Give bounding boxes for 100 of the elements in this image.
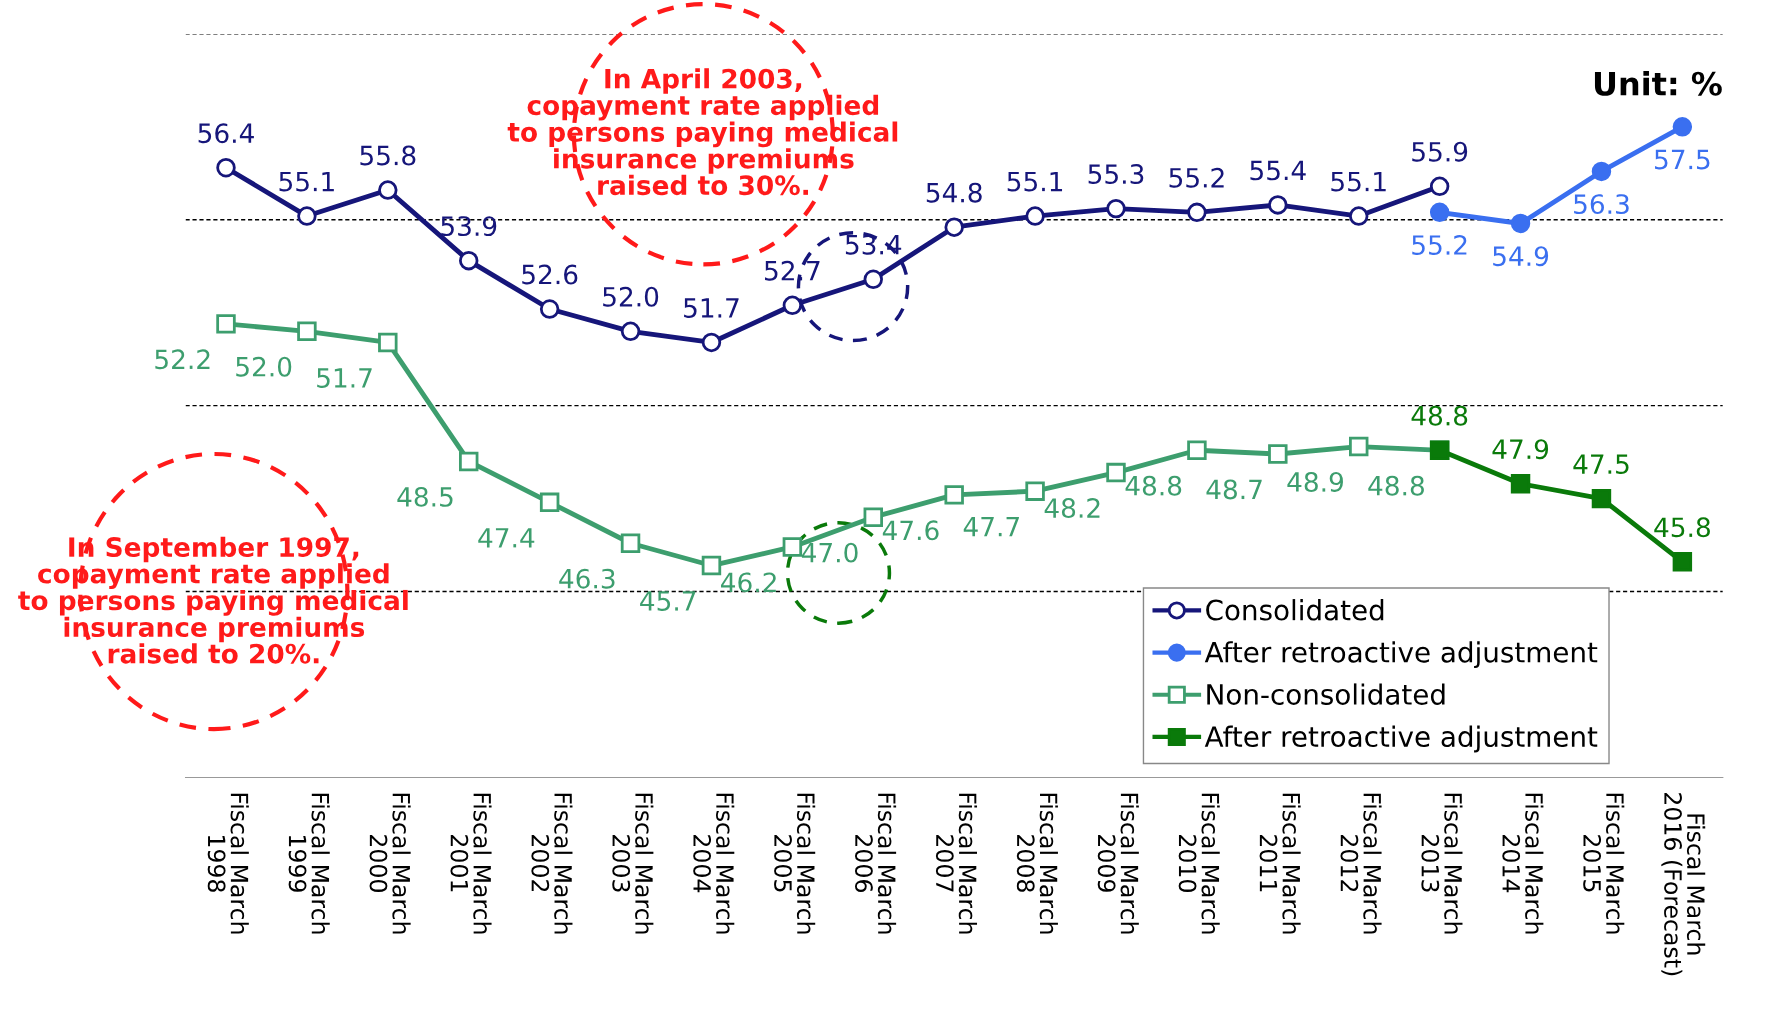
point [1591, 488, 1612, 509]
data-label: 46.2 [721, 572, 776, 593]
point [459, 250, 479, 271]
data-label: 52.0 [236, 356, 292, 377]
data-label: 53.9 [441, 216, 497, 237]
data-label: 55.1 [279, 171, 334, 192]
data-label: 52.6 [522, 264, 578, 285]
data-label: 48.9 [1287, 472, 1343, 492]
data-label: 55.9 [1412, 141, 1468, 162]
point [701, 332, 722, 353]
x-tick-label: Fiscal March 2010 [1178, 793, 1220, 934]
point [782, 295, 803, 316]
point [944, 217, 964, 237]
data-label: 52.0 [603, 286, 659, 307]
data-label: 51.7 [684, 298, 739, 318]
data-label: 47.7 [963, 516, 1019, 537]
data-label: 54.8 [926, 182, 982, 203]
point [1106, 198, 1126, 219]
data-label: 51.7 [317, 368, 372, 388]
x-tick-label: Fiscal March 2012 [1340, 793, 1382, 934]
point [1591, 161, 1612, 182]
point [539, 299, 560, 319]
data-label: 48.8 [1368, 475, 1424, 496]
point [1025, 481, 1045, 501]
data-label: 47.0 [801, 542, 858, 563]
x-tick-label: Fiscal March 2007 [935, 793, 978, 934]
point [1510, 213, 1531, 234]
legend-label: After retroactive adjustment [1204, 725, 1598, 753]
legend-label: Non-consolidated [1207, 683, 1445, 705]
point [1349, 206, 1369, 226]
x-tick-label: Fiscal March 2008 [1016, 793, 1058, 934]
point [1672, 117, 1693, 137]
x-tick-label: Fiscal March 2016 (Forecast) [1661, 793, 1706, 976]
data-label: 52.7 [765, 260, 820, 281]
point [1106, 462, 1126, 483]
data-label: 48.7 [1206, 479, 1262, 500]
point [539, 492, 560, 513]
data-label: 48.8 [1411, 405, 1468, 426]
data-label: 48.2 [1044, 498, 1100, 519]
data-label: 55.2 [1412, 235, 1467, 255]
point [216, 158, 236, 178]
x-tick-label: Fiscal March 2002 [531, 793, 573, 934]
point [620, 533, 641, 553]
point [863, 269, 883, 289]
x-tick-label: Fiscal March 1999 [288, 793, 330, 934]
data-label: 55.3 [1088, 164, 1144, 185]
point [297, 206, 317, 226]
point [378, 332, 398, 353]
data-label: 47.6 [882, 520, 939, 541]
data-label: 45.7 [640, 591, 696, 611]
point [1349, 436, 1369, 457]
legend-label: After retroactive adjustment [1204, 641, 1598, 669]
point [1268, 195, 1288, 215]
data-label: 47.4 [478, 528, 535, 548]
data-label: 55.1 [1331, 171, 1386, 192]
data-label: 56.3 [1574, 194, 1629, 215]
point [620, 321, 641, 342]
x-tick-label: Fiscal March 2003 [612, 793, 654, 934]
data-label: 48.8 [1125, 475, 1182, 496]
data-label: 55.8 [360, 145, 416, 166]
data-label: 46.3 [559, 568, 615, 589]
data-label: 56.4 [198, 123, 254, 144]
x-tick-label: Fiscal March 2006 [854, 793, 897, 934]
data-label: 55.1 [1007, 171, 1063, 192]
point [1187, 440, 1207, 460]
point [863, 507, 883, 527]
x-tick-label: Fiscal March 1998 [207, 793, 249, 934]
point [1510, 474, 1531, 494]
annotation: Unit: % [1594, 71, 1722, 96]
data-label: 45.8 [1654, 517, 1710, 538]
x-tick-label: Fiscal March 2005 [774, 793, 816, 934]
x-tick-label: Fiscal March 2011 [1259, 793, 1301, 934]
point [1429, 176, 1450, 197]
point [701, 555, 722, 576]
point [378, 180, 398, 200]
legend-label: Consolidated [1206, 599, 1384, 621]
data-label: 47.5 [1573, 454, 1629, 475]
data-label: 57.5 [1655, 149, 1710, 170]
point [1672, 552, 1693, 572]
point [216, 314, 236, 334]
point [459, 451, 479, 472]
data-label: 55.2 [1169, 167, 1224, 188]
data-label: 47.9 [1492, 439, 1549, 460]
x-tick-label: Fiscal March 2013 [1421, 793, 1463, 934]
annotation: In April 2003, copayment rate applied to persons paying medical insurance premiums raised to 30%. [507, 68, 898, 196]
point [944, 485, 964, 505]
x-tick-label: Fiscal March 2004 [693, 793, 735, 934]
x-tick-label: Fiscal March 2000 [369, 793, 411, 934]
point [1187, 202, 1207, 223]
point [1025, 206, 1045, 226]
data-label: 54.9 [1493, 246, 1549, 267]
x-tick-label: Fiscal March 2015 [1583, 793, 1625, 934]
point [782, 537, 803, 557]
point [297, 321, 317, 342]
x-tick-label: Fiscal March 2001 [450, 793, 492, 934]
x-tick-label: Fiscal March 2014 [1502, 793, 1544, 934]
point [1429, 202, 1450, 223]
data-label: 55.4 [1250, 160, 1306, 181]
data-label: 48.5 [397, 486, 453, 507]
x-tick-label: Fiscal March 2009 [1097, 793, 1139, 934]
